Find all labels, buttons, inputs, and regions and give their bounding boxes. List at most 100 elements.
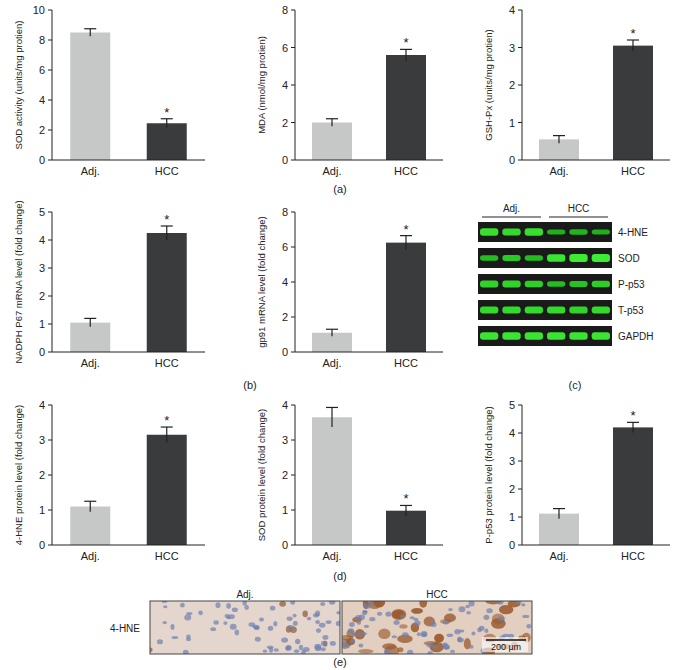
blot-band [592, 230, 610, 235]
nucleus [348, 628, 354, 634]
x-axis [295, 160, 443, 161]
error-cap [326, 407, 338, 408]
y-tick-label: 2 [39, 290, 45, 302]
nucleus [273, 648, 279, 651]
error-cap [326, 118, 338, 119]
nucleus [450, 650, 455, 653]
error-cap [553, 135, 565, 136]
nucleus [314, 644, 321, 650]
nucleus [267, 645, 274, 649]
x-axis [52, 352, 205, 353]
nucleus [315, 620, 320, 624]
blot-band [592, 254, 610, 262]
stain [392, 610, 404, 618]
blot-band [502, 281, 520, 288]
x-tick-label: Adj. [81, 550, 100, 562]
bar [386, 55, 426, 160]
nucleus [417, 632, 421, 636]
blot-strip [478, 274, 612, 294]
y-tick [48, 70, 52, 71]
nucleus [330, 641, 336, 646]
y-tick-label: 1 [39, 504, 45, 516]
y-tick [291, 475, 295, 476]
blot-band [502, 255, 520, 261]
y-axis-title: SOD activity (units/mg protien) [13, 21, 24, 150]
error-bar [400, 505, 412, 516]
x-tick-label: HCC [621, 165, 645, 177]
nucleus [290, 601, 295, 605]
blot-band [502, 228, 520, 235]
nucleus [227, 616, 231, 619]
nucleus [255, 637, 261, 642]
nucleus [349, 622, 355, 627]
y-tick [291, 352, 295, 353]
error-stem [166, 119, 167, 128]
y-tick [518, 47, 522, 48]
nucleus [358, 644, 363, 648]
figure: 0246810Adj.HCCSOD activity (units/mg pro… [0, 0, 679, 670]
y-tick [48, 40, 52, 41]
nucleus [364, 625, 370, 628]
nucleus [430, 622, 436, 627]
background [0, 0, 679, 670]
blot-row-label: GAPDH [618, 331, 654, 342]
bar [147, 435, 187, 545]
y-axis [52, 212, 53, 352]
blot-band [525, 281, 543, 288]
nucleus [479, 626, 485, 631]
nucleus [307, 617, 311, 621]
nucleus [223, 621, 227, 625]
nucleus [466, 611, 471, 614]
y-tick [291, 247, 295, 248]
stain [382, 643, 396, 650]
nucleus [285, 645, 292, 651]
error-bar [161, 119, 173, 128]
blot-strip [478, 326, 612, 346]
bar-chart: 02468Adj.HCCMDA (nmol/mg protien)* [256, 4, 443, 177]
x-tick-label: HCC [621, 550, 645, 562]
nucleus [522, 615, 529, 618]
nucleus [459, 606, 466, 612]
group-line [482, 217, 541, 218]
x-tick-label: Adj. [323, 357, 342, 369]
marks [70, 427, 187, 545]
significance: * [164, 413, 169, 428]
y-tick-label: 0 [282, 346, 288, 358]
significance: * [403, 222, 408, 237]
panel-label: (a) [333, 183, 346, 195]
bar [147, 233, 187, 352]
error-stem [558, 509, 559, 519]
nucleus [400, 614, 404, 618]
error-stem [90, 318, 91, 326]
y-tick [48, 240, 52, 241]
image-frame [150, 601, 340, 654]
y-axis-title: SOD protein level (fold change) [256, 409, 267, 542]
nucleus [268, 626, 274, 631]
y-tick-label: 4 [39, 399, 45, 411]
y-tick-label: 6 [282, 42, 288, 54]
blot-band [569, 229, 587, 234]
blot-strip [478, 248, 612, 268]
ihc-image [150, 601, 340, 654]
y-tick [48, 324, 52, 325]
blot-band [502, 306, 520, 313]
marks [312, 49, 426, 160]
nucleus [198, 610, 203, 615]
blot-band [480, 306, 498, 313]
blot-band [502, 332, 520, 340]
x-tick-label: HCC [155, 550, 179, 562]
nucleus [414, 620, 420, 625]
blot-row-label: T-p53 [618, 305, 644, 316]
marks [312, 407, 426, 545]
bar [312, 417, 352, 545]
nucleus [336, 611, 340, 614]
bar-chart: 012345Adj.HCCNADPH P67 mRNA level (fold … [13, 200, 205, 369]
y-tick [48, 268, 52, 269]
nucleus [357, 621, 361, 625]
x-axis [295, 352, 443, 353]
error-stem [90, 501, 91, 512]
y-tick-label: 5 [509, 399, 515, 411]
tissue [342, 601, 532, 654]
stain [302, 610, 307, 617]
error-cap [84, 501, 96, 502]
